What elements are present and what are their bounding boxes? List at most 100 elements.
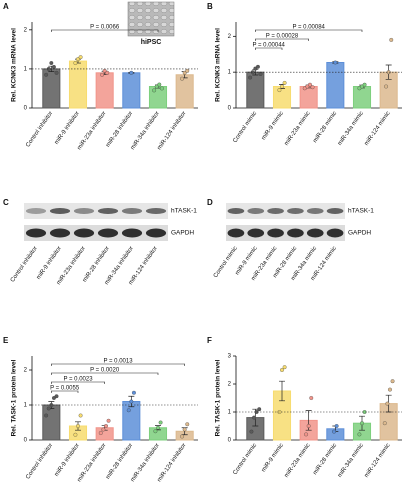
- x-tick-label: miR-9 inhibitor: [54, 443, 81, 478]
- significance-bracket: [255, 29, 363, 32]
- data-point: [382, 421, 387, 426]
- bar: [326, 61, 345, 109]
- x-tick-label: miR-9 inhibitor: [54, 111, 81, 146]
- blot-background: [226, 203, 345, 219]
- p-value: P = 0.0066: [90, 25, 120, 31]
- panel-label: C: [3, 198, 9, 207]
- data-point: [277, 88, 282, 93]
- x-tick-label: miR-34a mimic: [337, 443, 365, 479]
- y-axis-label: Rel. TASK-1 protein level: [11, 359, 18, 436]
- bar: [352, 86, 372, 109]
- image-label: hiPSC: [141, 39, 162, 46]
- blot-band: [49, 228, 71, 238]
- blot-band: [97, 208, 119, 214]
- data-point: [185, 68, 190, 73]
- x-tick-label: miR-124 inhibitor: [157, 443, 188, 484]
- data-point: [159, 86, 164, 91]
- panel-label: A: [3, 2, 9, 11]
- x-tick-label: miR-28 inhibitor: [105, 111, 134, 149]
- y-axis-label: Rel. KCNK3 mRNA level: [215, 28, 222, 102]
- significance-bracket: [51, 390, 79, 393]
- data-point: [257, 407, 262, 412]
- y-tick-label: 0: [24, 438, 28, 444]
- data-point: [362, 82, 367, 87]
- data-point: [282, 80, 287, 85]
- band-label: hTASK-1: [171, 208, 197, 215]
- p-value: P = 0.00044: [252, 43, 285, 49]
- blot-band: [49, 208, 71, 214]
- x-tick-label: miR-9 mimic: [261, 443, 285, 474]
- significance-bracket: [51, 381, 105, 384]
- blot-band: [73, 208, 95, 214]
- data-point: [46, 406, 51, 411]
- data-point: [51, 65, 56, 69]
- y-tick-label: 2: [228, 382, 232, 388]
- data-point: [258, 72, 263, 76]
- x-tick-label: miR-23a inhibitor: [77, 111, 108, 152]
- data-point: [106, 418, 111, 423]
- lane-label: Control inhibitor: [10, 246, 39, 284]
- data-point: [304, 432, 309, 437]
- data-point: [104, 424, 108, 428]
- y-tick-label: 1: [228, 410, 232, 416]
- blot-band: [306, 228, 324, 238]
- data-point: [360, 421, 364, 426]
- x-tick-label: miR-23a mimic: [284, 111, 312, 147]
- x-tick-label: Control mimic: [232, 111, 258, 144]
- data-point: [158, 420, 163, 425]
- bar: [122, 401, 141, 441]
- y-tick-label: 1: [24, 403, 28, 409]
- blot-band: [227, 208, 245, 214]
- blot-band: [227, 228, 245, 238]
- blot-band: [121, 208, 143, 214]
- blot-band: [25, 208, 47, 214]
- data-point: [76, 424, 80, 428]
- x-tick-label: Control inhibitor: [25, 443, 54, 481]
- bar: [175, 74, 194, 109]
- lane-label: miR-9 inhibitor: [36, 246, 63, 281]
- significance-bracket: [51, 29, 159, 32]
- y-tick-label: 3: [228, 354, 232, 360]
- y-axis-label: Rel. KCNK3 mRNA level: [11, 28, 18, 102]
- blot-band: [326, 228, 344, 238]
- panel-label: E: [3, 336, 9, 345]
- p-value: P = 0.0020: [90, 368, 120, 374]
- data-point: [152, 88, 157, 93]
- band-label: GAPDH: [171, 230, 194, 237]
- data-point: [157, 82, 162, 87]
- data-point: [44, 72, 49, 77]
- x-tick-label: miR-124 mimic: [364, 111, 392, 147]
- data-point: [385, 401, 390, 406]
- data-point: [180, 434, 185, 439]
- data-point: [252, 415, 256, 420]
- data-point: [153, 429, 158, 434]
- bar: [122, 72, 141, 109]
- blot-band: [306, 208, 324, 214]
- p-value: P = 0.0023: [63, 377, 93, 383]
- data-point: [76, 57, 80, 62]
- x-tick-label: Control mimic: [232, 443, 258, 476]
- significance-bracket: [255, 38, 309, 41]
- x-tick-label: miR-28 mimic: [312, 111, 338, 144]
- significance-bracket: [51, 363, 185, 366]
- significance-bracket: [255, 47, 283, 50]
- data-point: [390, 379, 395, 384]
- blot-band: [247, 208, 265, 214]
- y-tick-label: 1: [24, 66, 28, 72]
- data-point: [131, 390, 136, 395]
- y-tick-label: 0: [228, 438, 232, 444]
- significance-bracket: [51, 372, 159, 375]
- panel-label: F: [207, 336, 212, 345]
- data-point: [78, 413, 83, 418]
- data-point: [156, 425, 160, 430]
- x-tick-label: miR-124 inhibitor: [157, 111, 188, 152]
- blot-band: [267, 208, 284, 214]
- data-point: [182, 427, 187, 432]
- blot-band: [267, 228, 284, 238]
- y-tick-label: 2: [228, 34, 232, 40]
- data-point: [249, 429, 254, 434]
- blot-band: [326, 208, 344, 214]
- bar: [42, 404, 61, 441]
- data-point: [280, 84, 284, 89]
- panel-label: B: [207, 2, 213, 11]
